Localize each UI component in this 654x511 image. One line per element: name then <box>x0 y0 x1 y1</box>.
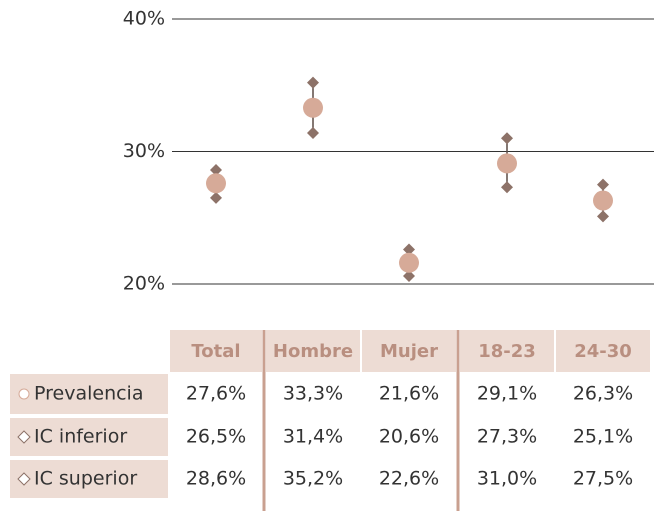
ci-marker <box>210 164 222 177</box>
header-cell <box>556 330 650 372</box>
y-tick-label: 20% <box>123 273 165 295</box>
header-cell <box>362 330 456 372</box>
cell-value: 31,4% <box>283 426 343 448</box>
cell-value: 20,6% <box>379 426 439 448</box>
column-header: 18-23 <box>478 341 536 362</box>
row-label-cell <box>10 460 168 498</box>
prevalence-dot <box>303 97 323 118</box>
ci-marker <box>210 191 222 204</box>
column-header: Total <box>191 341 240 362</box>
cell-value: 21,6% <box>379 383 439 405</box>
y-tick-label: 40% <box>123 8 165 30</box>
row-label: IC superior <box>34 468 137 490</box>
column-header: Mujer <box>380 341 438 362</box>
row-label: IC inferior <box>34 426 127 448</box>
ci-marker <box>307 126 319 139</box>
cell-value: 26,3% <box>573 383 633 405</box>
cell-value: 27,6% <box>186 383 246 405</box>
header-cell <box>460 330 554 372</box>
header-cell <box>170 330 262 372</box>
column-header: Hombre <box>273 341 353 362</box>
ci-marker <box>597 178 609 191</box>
ci-marker <box>501 181 513 194</box>
prevalence-dot <box>399 252 419 273</box>
row-label: Prevalencia <box>34 383 143 405</box>
legend-icon <box>17 472 31 486</box>
ci-marker <box>403 243 415 256</box>
header-cell <box>266 330 360 372</box>
cell-value: 22,6% <box>379 468 439 490</box>
prevalence-dot <box>497 153 517 174</box>
row-label-cell <box>10 418 168 456</box>
prevalence-dot <box>593 190 613 211</box>
cell-value: 35,2% <box>283 468 343 490</box>
cell-value: 25,1% <box>573 426 633 448</box>
legend-icon <box>18 388 30 400</box>
legend-icon <box>17 430 31 444</box>
y-tick-label: 30% <box>123 140 165 162</box>
ci-marker <box>307 76 319 89</box>
prevalence-dot <box>206 173 226 194</box>
cell-value: 31,0% <box>477 468 537 490</box>
ci-marker <box>501 132 513 145</box>
cell-value: 33,3% <box>283 383 343 405</box>
ci-marker <box>597 210 609 223</box>
row-label-cell <box>10 374 168 414</box>
cell-value: 27,5% <box>573 468 633 490</box>
cell-value: 27,3% <box>477 426 537 448</box>
cell-value: 29,1% <box>477 383 537 405</box>
column-header: 24-30 <box>574 341 632 362</box>
cell-value: 28,6% <box>186 468 246 490</box>
ci-marker <box>403 270 415 283</box>
cell-value: 26,5% <box>186 426 246 448</box>
